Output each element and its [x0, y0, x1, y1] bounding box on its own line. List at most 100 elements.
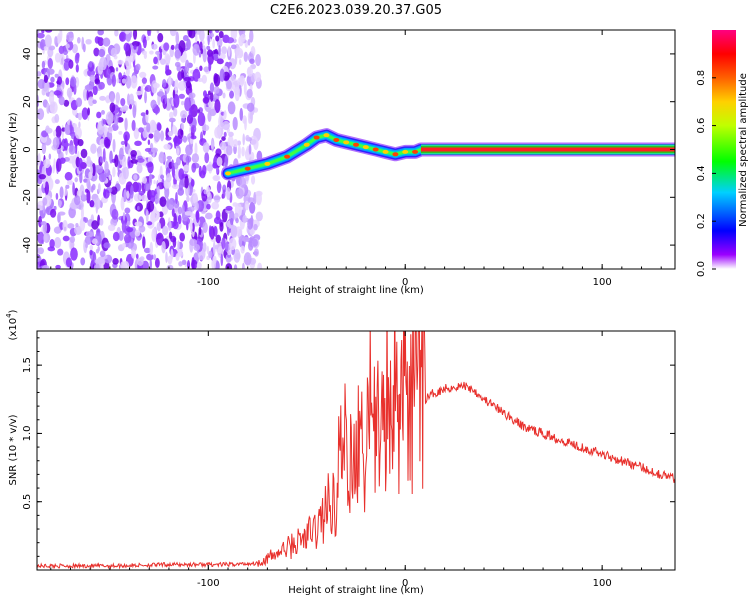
noise-speck [178, 40, 186, 53]
noise-speck [43, 45, 48, 51]
noise-speck [197, 112, 206, 127]
noise-speck [112, 231, 120, 242]
noise-speck [209, 82, 215, 94]
noise-speck [152, 254, 157, 261]
noise-speck [212, 53, 220, 61]
noise-speck [78, 204, 82, 210]
noise-speck [191, 162, 197, 173]
colorbar-ticks: 0.0 0.2 0.4 0.6 0.8 [696, 70, 716, 277]
figure-title: C2E6.2023.039.20.37.G05 [270, 3, 442, 18]
noise-speck [63, 60, 70, 71]
noise-speck [149, 195, 156, 203]
noise-speck [255, 211, 263, 222]
noise-speck [185, 80, 192, 89]
noise-speck [243, 252, 252, 266]
noise-speck [144, 90, 147, 104]
noise-speck [166, 54, 171, 61]
noise-speck [240, 34, 246, 43]
noise-speck [41, 30, 45, 34]
noise-speck [160, 58, 166, 65]
noise-speck [237, 140, 242, 146]
noise-speck [57, 248, 64, 256]
noise-speck [155, 232, 164, 246]
noise-speck [96, 111, 102, 119]
noise-speck [68, 206, 76, 219]
noise-speck [134, 140, 142, 147]
noise-speck [242, 215, 247, 224]
noise-speck [172, 136, 180, 144]
noise-speck [255, 191, 262, 206]
noise-speck [132, 104, 137, 119]
noise-speck [151, 228, 157, 242]
noise-speck [122, 166, 129, 180]
noise-speck [152, 82, 160, 89]
noise-speck [254, 71, 262, 83]
noise-speck [50, 76, 55, 83]
trace-hotspot [372, 147, 379, 152]
noise-speck [48, 45, 56, 51]
noise-speck [230, 44, 237, 50]
noise-speck [107, 224, 116, 232]
noise-speck [114, 154, 119, 168]
noise-speck [221, 237, 226, 250]
noise-speck [155, 50, 161, 56]
noise-speck [221, 136, 226, 141]
noise-speck [250, 135, 258, 146]
noise-speck [199, 65, 203, 72]
noise-speck [240, 245, 245, 254]
noise-speck [212, 255, 217, 264]
noise-speck [219, 68, 225, 82]
snr-x-tick-label: -100 [197, 578, 220, 589]
noise-speck [239, 75, 245, 85]
noise-speck [86, 90, 89, 101]
colorbar-tick-label: 0.6 [696, 118, 707, 134]
noise-speck [250, 151, 255, 161]
noise-speck [98, 56, 107, 71]
noise-speck [37, 263, 40, 269]
noise-speck [230, 74, 236, 82]
noise-speck [218, 30, 224, 39]
noise-speck [72, 182, 75, 196]
noise-speck [86, 190, 91, 204]
noise-speck [178, 251, 183, 257]
noise-speck [135, 253, 139, 260]
noise-speck [255, 53, 261, 67]
noise-speck [214, 99, 221, 114]
noise-speck [93, 264, 98, 269]
noise-speck [114, 30, 119, 37]
noise-speck [142, 236, 146, 249]
noise-speck [115, 92, 121, 104]
noise-speck [223, 131, 227, 138]
noise-speck [253, 248, 259, 257]
noise-speck [149, 50, 154, 55]
noise-speck [91, 220, 99, 230]
noise-speck [120, 261, 126, 269]
noise-speck [191, 153, 200, 163]
noise-speck [150, 147, 158, 153]
noise-speck [74, 177, 79, 183]
noise-speck [190, 135, 197, 140]
snr-y-tick-label: 1.0 [22, 425, 33, 441]
noise-speck [165, 127, 170, 139]
noise-speck [184, 175, 189, 189]
noise-speck [59, 30, 63, 42]
noise-speck [178, 93, 185, 99]
noise-speck [68, 59, 74, 69]
noise-speck [43, 158, 51, 169]
noise-speck [214, 126, 222, 139]
noise-speck [184, 59, 190, 73]
noise-speck [188, 107, 193, 119]
noise-speck [171, 184, 180, 190]
noise-speck [133, 193, 142, 202]
noise-speck [243, 51, 248, 62]
noise-speck [131, 249, 137, 259]
noise-speck [165, 251, 168, 263]
noise-speck [227, 45, 231, 57]
noise-speck [149, 119, 157, 132]
noise-speck [216, 58, 224, 65]
noise-speck [157, 185, 160, 199]
noise-speck [175, 192, 178, 204]
noise-speck [81, 190, 84, 200]
noise-speck [213, 195, 221, 201]
noise-speck [154, 257, 160, 268]
